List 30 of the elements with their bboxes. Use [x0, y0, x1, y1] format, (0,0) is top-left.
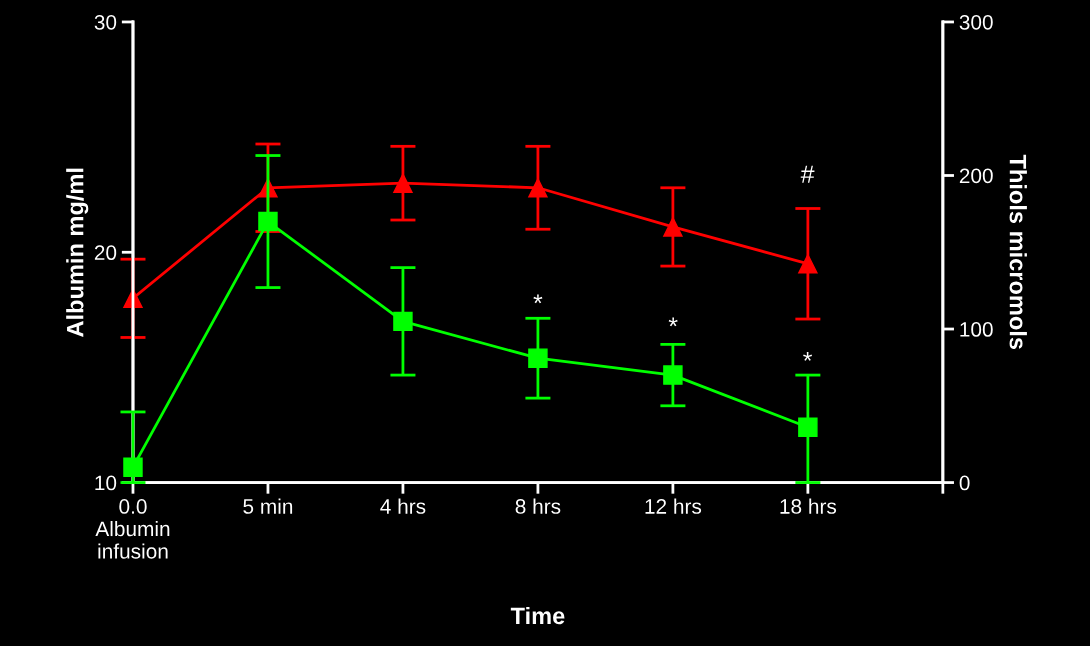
y-axis-title: Albumin mg/ml — [66, 168, 89, 337]
point — [663, 217, 683, 237]
x-tick-label: 4 hrs — [380, 498, 426, 514]
annotation: * — [533, 294, 543, 304]
y2-tick-label: 0 — [959, 475, 970, 491]
y-tick-label: 30 — [94, 14, 117, 30]
point — [798, 254, 818, 274]
y2-tick-label: 100 — [960, 322, 993, 337]
point — [663, 365, 683, 385]
point — [528, 348, 548, 368]
point — [123, 457, 143, 477]
x-tick-label: 18 hrs — [780, 498, 837, 514]
point — [393, 311, 413, 332]
x-tick-label: 5 min — [243, 498, 293, 514]
point — [258, 211, 278, 232]
annotation: * — [668, 317, 678, 327]
annotation: * — [803, 352, 813, 361]
point — [528, 178, 548, 198]
y2-axis-title: Thiols micromols — [1009, 154, 1027, 350]
point — [393, 173, 413, 193]
annotation: # — [800, 165, 815, 183]
y-tick-label: 10 — [95, 475, 117, 491]
y2-tick-label: 300 — [959, 14, 993, 30]
y2-tick-label: 200 — [959, 168, 993, 184]
point — [798, 417, 818, 438]
x-tick-label: 12 hrs — [645, 498, 702, 514]
y-tick-label: 20 — [94, 245, 117, 261]
x-tick-label: 8 hrs — [515, 498, 561, 514]
x-axis-title: Time — [510, 606, 565, 625]
x-tick-label: 0.0 Albumin infusion — [95, 499, 170, 559]
